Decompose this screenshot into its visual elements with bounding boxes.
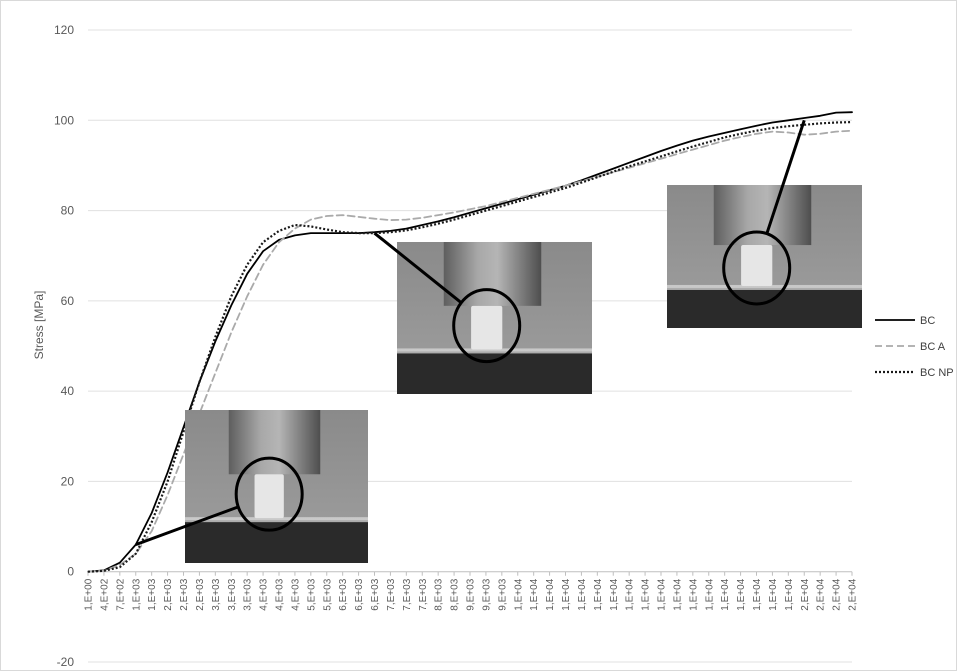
x-tick-label: 1,E+04 [577,578,588,610]
x-tick-label: 2,E+04 [816,578,827,610]
y-tick-label: 60 [61,294,75,308]
x-tick-label: 9,E+03 [497,578,508,610]
pointer-line [373,231,463,304]
x-tick-label: 1,E+04 [688,578,699,610]
photo-cylinder [443,242,542,306]
series-line-bc-np [87,121,853,573]
photo-plate-edge [667,284,862,290]
x-axis-ticks: 1,E+00 4,E+02 7,E+02 1,E+03 1,E+03 2,E+03 2,E+… [84,571,859,611]
x-tick-label: 6,E+03 [338,578,349,610]
inset-photos [135,119,862,563]
series-lines [87,111,853,573]
x-tick-label: 1,E+04 [609,578,620,610]
x-tick-label: 2,E+03 [163,578,174,610]
x-tick-label: 1,E+04 [529,578,540,610]
x-tick-label: 1,E+03 [131,578,142,610]
x-tick-label: 1,E+04 [752,578,763,610]
highlight-circle [452,288,522,364]
x-tick-label: 7,E+02 [115,578,126,610]
x-tick-label: 4,E+02 [99,578,110,610]
x-tick-label: 1,E+04 [704,578,715,610]
x-tick-label: 9,E+03 [481,578,492,610]
highlight-circle [722,230,792,306]
x-tick-label: 1,E+04 [720,578,731,610]
inset-photo-middle [397,242,592,394]
photo-plate [185,520,368,563]
y-tick-label: 80 [61,204,75,218]
y-tick-label: 0 [67,565,74,579]
x-tick-label: 7,E+03 [386,578,397,610]
x-tick-label: 2,E+04 [832,578,843,610]
y-tick-label: -20 [57,655,75,669]
pointer-line [765,119,806,235]
legend-label: BC NP [920,367,954,379]
y-tick-label: 20 [61,474,75,488]
y-tick-label: 120 [54,23,74,37]
x-tick-label: 3,E+03 [211,578,222,610]
x-tick-label: 1,E+04 [672,578,683,610]
x-tick-label: 2,E+03 [179,578,190,610]
photo-cylinder [228,410,321,475]
x-tick-label: 5,E+03 [306,578,317,610]
x-tick-label: 6,E+03 [354,578,365,610]
x-tick-label: 1,E+03 [147,578,158,610]
x-tick-label: 9,E+03 [466,578,477,610]
series-line-bc [87,111,853,573]
legend: BC BC A BC NP [875,315,954,379]
legend-label: BC A [920,341,946,353]
x-tick-label: 1,E+04 [561,578,572,610]
x-tick-label: 4,E+03 [290,578,301,610]
inset-photo-early [185,410,368,563]
x-tick-label: 1,E+04 [768,578,779,610]
x-tick-label: 1,E+04 [657,578,668,610]
x-tick-label: 2,E+04 [848,578,859,610]
photo-cylinder [713,185,812,246]
x-tick-label: 5,E+03 [322,578,333,610]
x-tick-label: 8,E+03 [434,578,445,610]
x-tick-label: 1,E+04 [513,578,524,610]
y-axis-ticks: -20 0 20 40 60 80 100 120 [54,23,74,669]
x-tick-label: 4,E+03 [259,578,270,610]
series-line-bc-a [87,129,853,573]
x-tick-label: 1,E+04 [784,578,795,610]
x-tick-label: 2,E+03 [195,578,206,610]
photo-plate [667,287,862,328]
photo-specimen [471,305,503,350]
x-tick-label: 7,E+03 [402,578,413,610]
x-tick-label: 3,E+03 [227,578,238,610]
x-tick-label: 1,E+04 [593,578,604,610]
x-tick-label: 8,E+03 [450,578,461,610]
x-tick-label: 3,E+03 [243,578,254,610]
x-tick-label: 1,E+04 [545,578,556,610]
x-tick-label: 1,E+00 [84,578,95,610]
x-tick-label: 6,E+03 [370,578,381,610]
inset-photo-late [667,185,862,328]
highlight-circle [234,456,304,532]
pointer-line [135,505,239,547]
x-tick-label: 1,E+04 [736,578,747,610]
photo-plate-edge [185,517,368,523]
x-tick-label: 4,E+03 [275,578,286,610]
photo-plate-edge [397,348,592,354]
x-tick-label: 1,E+04 [641,578,652,610]
photo-specimen [254,474,284,519]
legend-label: BC [920,315,935,327]
photo-specimen [741,245,773,286]
y-tick-label: 100 [54,113,74,127]
x-tick-label: 7,E+03 [418,578,429,610]
photo-plate [397,351,592,394]
x-tick-label: 1,E+04 [625,578,636,610]
x-tick-label: 2,E+04 [800,578,811,610]
y-tick-label: 40 [61,384,75,398]
y-axis-label: Stress [MPa] [32,291,46,360]
